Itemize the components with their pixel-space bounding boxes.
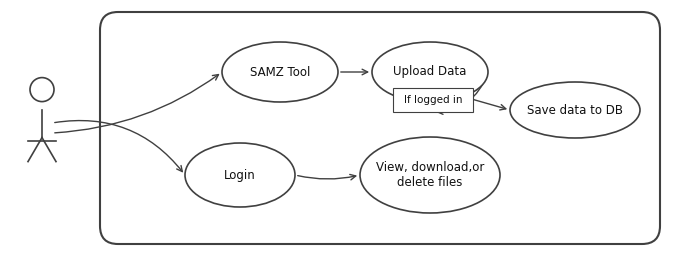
Text: Upload Data: Upload Data — [394, 66, 466, 79]
FancyBboxPatch shape — [393, 88, 473, 112]
Text: Login: Login — [224, 168, 256, 182]
Ellipse shape — [360, 137, 500, 213]
Text: View, download,or
delete files: View, download,or delete files — [376, 161, 484, 189]
Ellipse shape — [510, 82, 640, 138]
Text: SAMZ Tool: SAMZ Tool — [250, 66, 310, 79]
Text: Save data to DB: Save data to DB — [527, 103, 623, 116]
Ellipse shape — [372, 42, 488, 102]
Text: If logged in: If logged in — [404, 95, 462, 105]
FancyBboxPatch shape — [100, 12, 660, 244]
Ellipse shape — [185, 143, 295, 207]
Ellipse shape — [222, 42, 338, 102]
